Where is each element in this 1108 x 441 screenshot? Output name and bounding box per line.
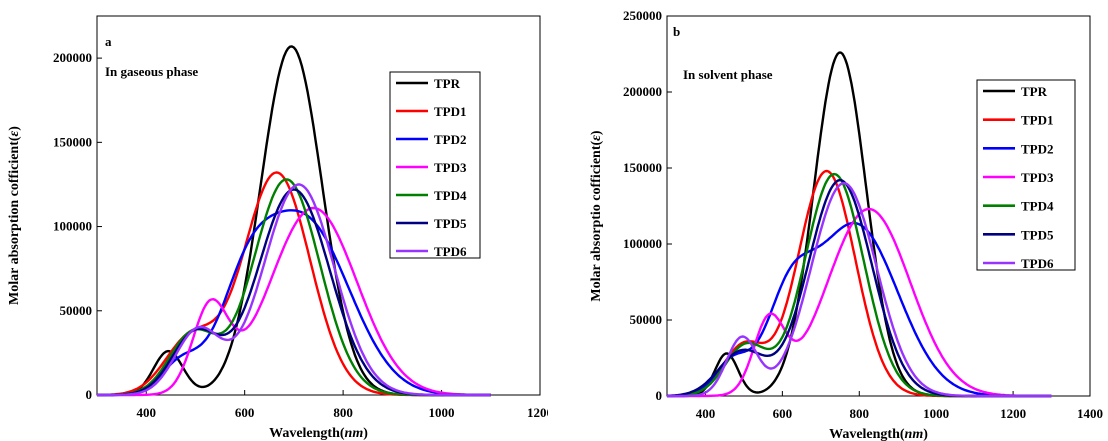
- legend: TPR TPD1 TPD2 TPD3 TPD4 TPD5 TPD6: [389, 71, 481, 259]
- legend-entry-tpd1: TPD1: [434, 104, 467, 119]
- legend-entry-tpd6: TPD6: [1021, 256, 1054, 271]
- y-tick-label: 0: [86, 387, 93, 402]
- phase-annotation: In gaseous phase: [105, 64, 198, 79]
- y-tick-label: 250000: [623, 8, 662, 23]
- legend-entry-tpd6: TPD6: [434, 244, 467, 259]
- plot-frame: [96, 15, 541, 396]
- legend-entry-tpd3: TPD3: [1021, 170, 1054, 185]
- x-axis-title-unit: nm: [345, 426, 364, 441]
- y-tick-label: 50000: [630, 312, 663, 327]
- x-tick-label: 1000: [923, 406, 949, 421]
- legend-entry-tpr: TPR: [434, 76, 461, 91]
- y-tick-label: 200000: [53, 50, 92, 65]
- series-line-tpd6: [97, 183, 491, 397]
- y-axis-title-close: ): [7, 126, 22, 131]
- y-tick-label: 50000: [60, 303, 93, 318]
- x-tick-label: 400: [136, 405, 156, 420]
- chart-solvent-phase: 0 50000 100000 150000 200000 250000 400 600 800 1…: [589, 8, 1103, 441]
- legend-entry-tpd2: TPD2: [1021, 141, 1054, 156]
- x-tick-label: 600: [235, 405, 255, 420]
- y-tick-label: 100000: [623, 236, 662, 251]
- x-tick-label: 1400: [1077, 406, 1103, 421]
- x-tick-label: 600: [773, 406, 793, 421]
- legend-entry-tpd1: TPD1: [1021, 113, 1054, 128]
- x-tick-label: 800: [850, 406, 870, 421]
- x-tick-label: 1200: [527, 405, 548, 420]
- legend-box: [976, 79, 1076, 271]
- y-axis-title-main: Molar absorptio cofficient(: [589, 141, 604, 302]
- x-axis-title-main: Wavelength(: [829, 427, 905, 441]
- legend-entry-tpr: TPR: [1021, 84, 1048, 99]
- panel-label: a: [105, 34, 112, 49]
- legend-entry-tpd2: TPD2: [434, 132, 467, 147]
- y-axis-title-unit: ε: [7, 130, 22, 136]
- x-tick-label: 400: [696, 406, 716, 421]
- y-axis-title: Molar absorption cofficient(ε): [7, 126, 22, 305]
- panel-label: b: [673, 24, 680, 39]
- y-axis-title-main: Molar absorption cofficient(: [7, 136, 22, 305]
- x-axis-title-main: Wavelength(: [269, 426, 345, 441]
- phase-annotation: In solvent phase: [683, 67, 773, 82]
- legend-entry-tpd5: TPD5: [434, 216, 467, 231]
- series-line-tpd6: [667, 181, 1052, 398]
- y-tick-label: 200000: [623, 84, 662, 99]
- plot-frame: [666, 15, 1091, 397]
- legend-box: [389, 71, 481, 259]
- legend-entry-tpd5: TPD5: [1021, 227, 1054, 242]
- y-tick-label: 150000: [623, 160, 662, 175]
- x-axis-title: Wavelength(nm): [829, 427, 928, 441]
- y-axis-title: Molar absorptio cofficient(ε): [589, 130, 604, 301]
- legend-entry-tpd4: TPD4: [434, 188, 467, 203]
- y-tick-label: 0: [656, 388, 663, 403]
- legend-entry-tpd4: TPD4: [1021, 199, 1054, 214]
- legend: TPR TPD1 TPD2 TPD3 TPD4 TPD5 TPD6: [976, 79, 1076, 271]
- y-tick-label: 100000: [53, 219, 92, 234]
- y-axis-title-unit: ε: [589, 135, 604, 141]
- x-tick-label: 1200: [1000, 406, 1026, 421]
- x-tick-label: 1000: [429, 405, 455, 420]
- chart-gaseous-phase: 0 50000 100000 150000 200000 400 600 800 1000 120…: [7, 15, 548, 441]
- x-axis-title-unit: nm: [905, 427, 924, 441]
- y-tick-label: 150000: [53, 134, 92, 149]
- y-axis-title-close: ): [589, 130, 604, 135]
- series-line-tpd3: [97, 206, 491, 397]
- x-tick-label: 800: [333, 405, 353, 420]
- x-axis-title: Wavelength(nm): [269, 426, 368, 441]
- legend-entry-tpd3: TPD3: [434, 160, 467, 175]
- x-axis-title-close: ): [363, 426, 368, 441]
- x-axis-title-close: ): [923, 427, 928, 441]
